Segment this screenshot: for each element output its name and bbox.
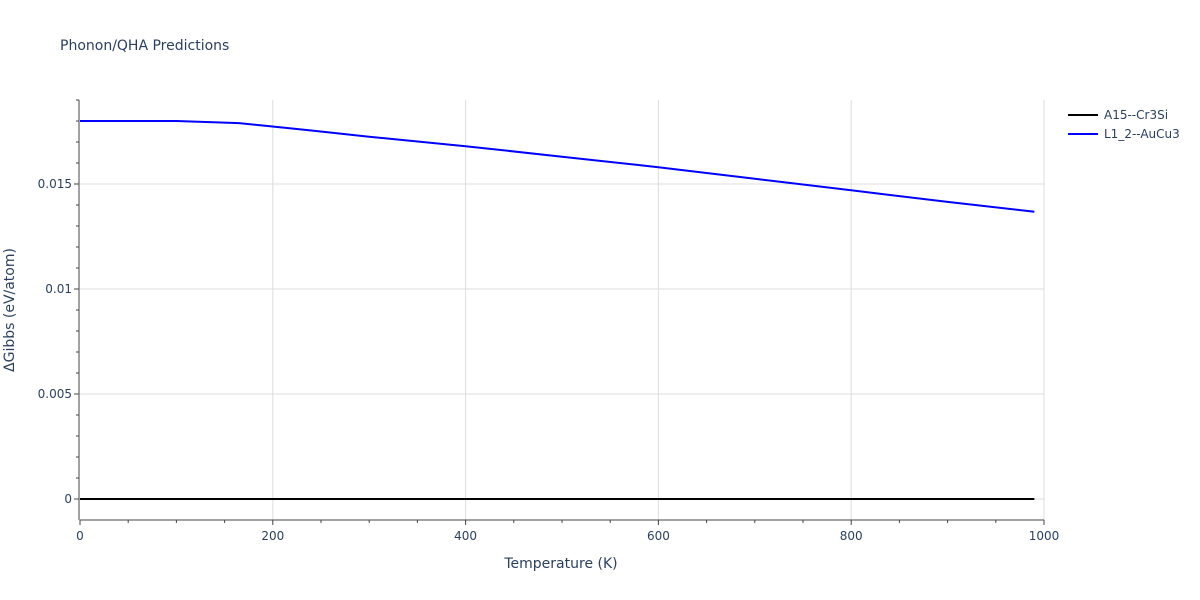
legend-label: A15--Cr3Si [1104, 108, 1168, 122]
x-tick-labels: 0 200 400 600 800 1000 [76, 529, 1059, 543]
grid [80, 100, 1045, 520]
series-lines [80, 120, 1035, 500]
y-tick-label: 0.005 [38, 387, 72, 401]
axes [74, 99, 1045, 525]
y-tick-labels: 0 0.005 0.01 0.015 [38, 177, 72, 506]
legend-item[interactable]: A15--Cr3Si [1068, 108, 1168, 122]
x-tick-label: 800 [840, 529, 863, 543]
legend-label: L1_2--AuCu3 [1104, 127, 1180, 141]
y-tick-label: 0.015 [38, 177, 72, 191]
x-axis-label: Temperature (K) [503, 556, 617, 572]
x-tick-label: 1000 [1029, 529, 1060, 543]
y-axis-label: ΔGibbs (eV/atom) [2, 248, 18, 372]
y-tick-label: 0 [64, 492, 72, 506]
y-tick-label: 0.01 [45, 282, 72, 296]
x-tick-label: 0 [76, 529, 84, 543]
x-tick-label: 600 [647, 529, 670, 543]
x-tick-label: 400 [454, 529, 477, 543]
legend-item[interactable]: L1_2--AuCu3 [1068, 127, 1180, 141]
x-tick-label: 200 [261, 529, 284, 543]
series-line [80, 120, 1035, 213]
legend[interactable]: A15--Cr3Si L1_2--AuCu3 [1068, 108, 1180, 141]
chart-title: Phonon/QHA Predictions [60, 38, 229, 54]
